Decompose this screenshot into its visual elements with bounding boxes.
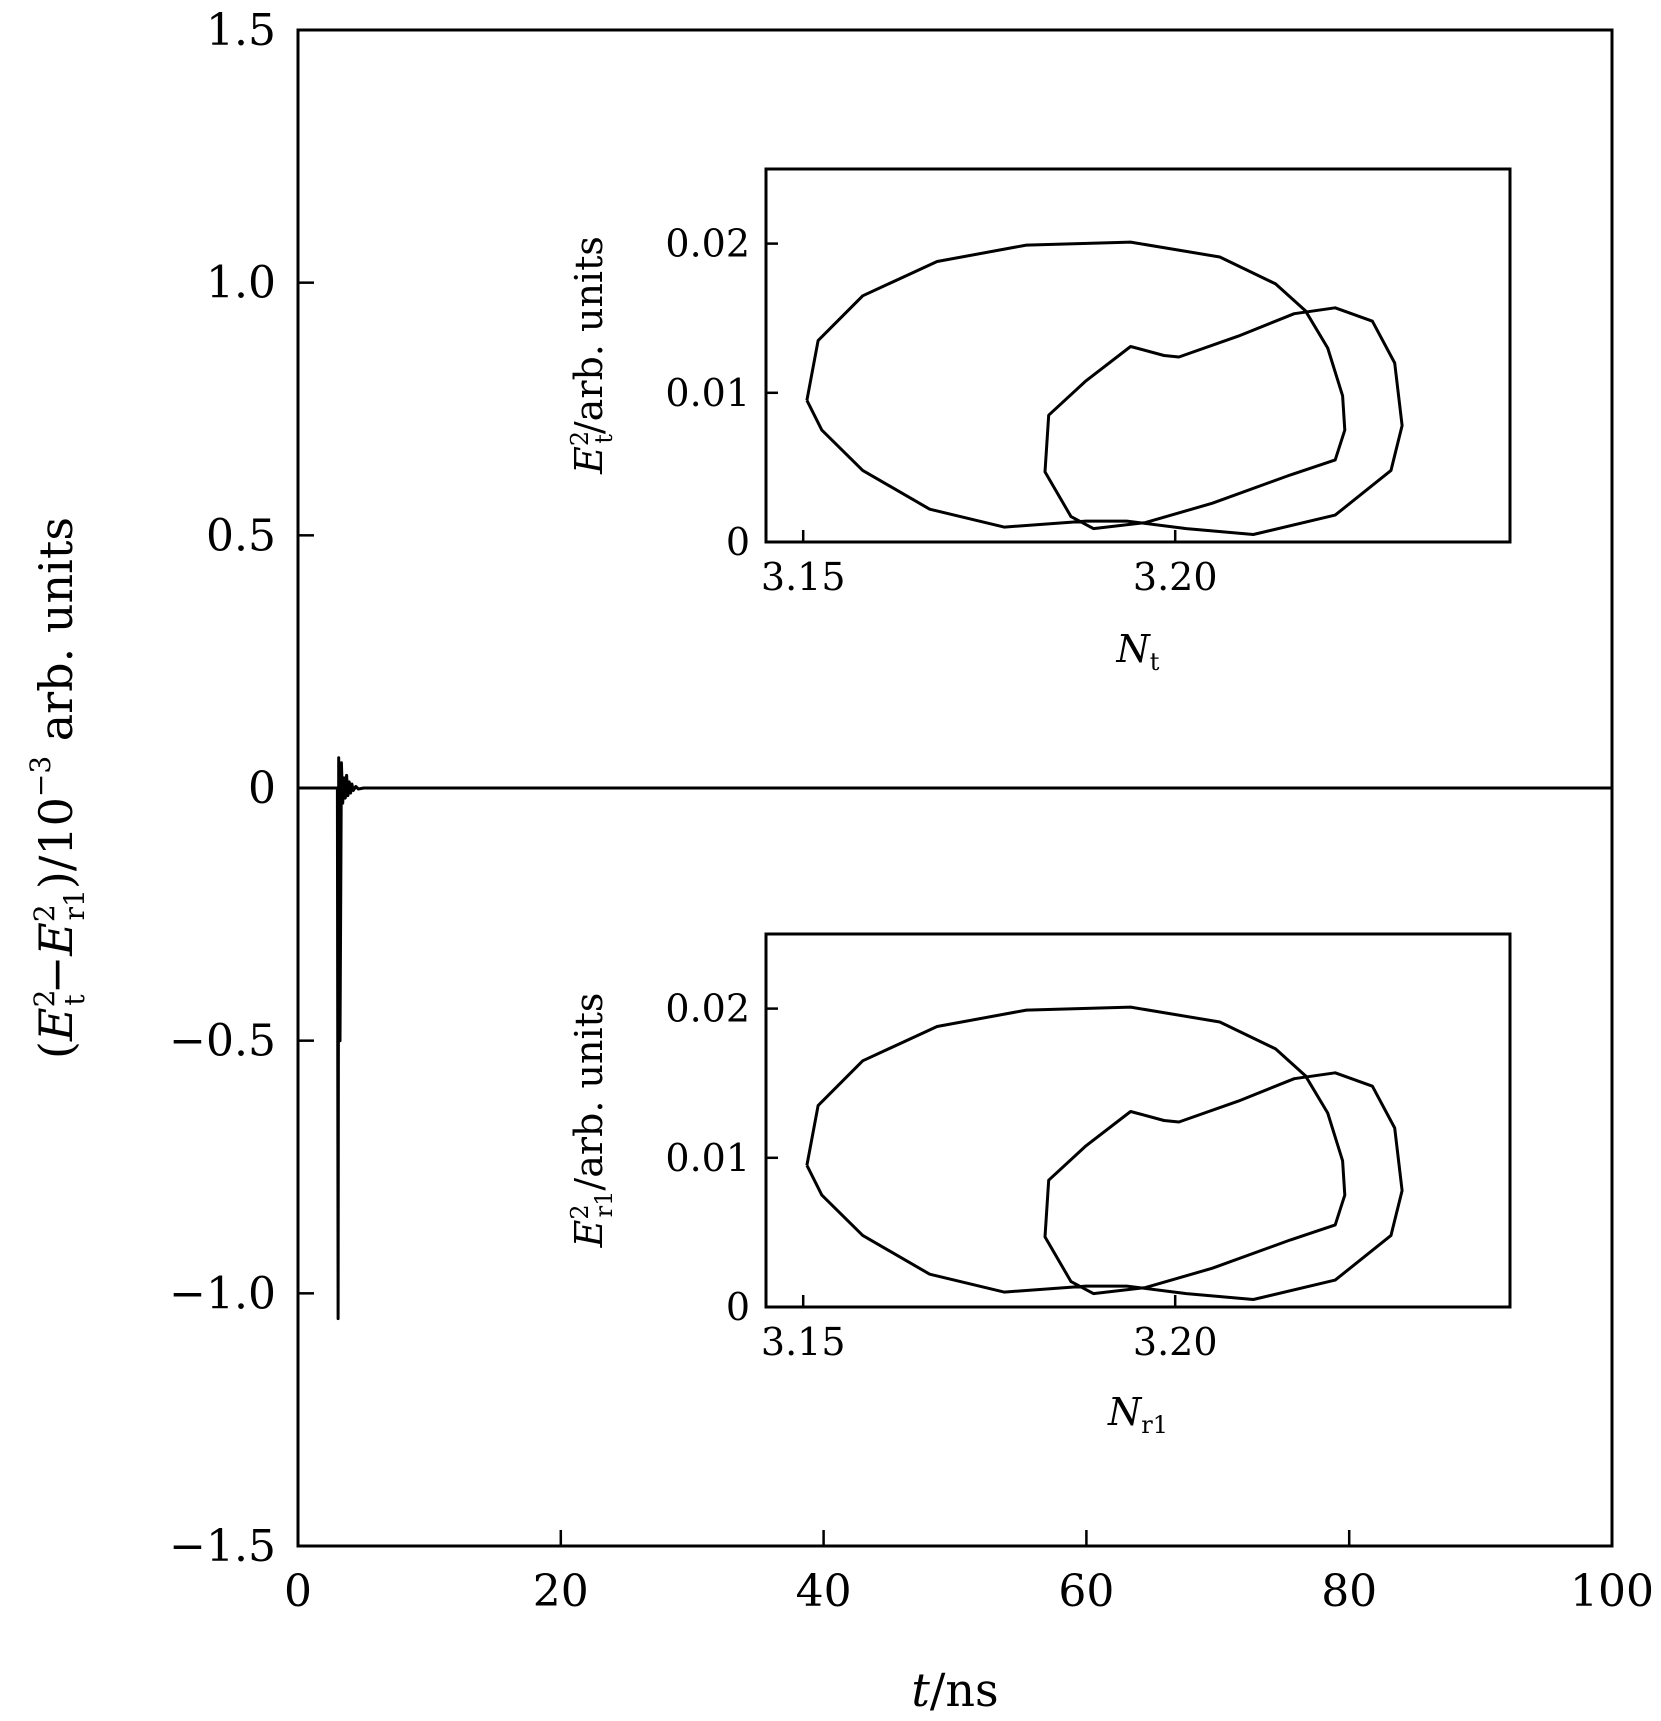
y-tick-label: 1.5 xyxy=(206,5,276,56)
x-tick-label: 100 xyxy=(1570,1566,1654,1617)
y-tick-label: −1.5 xyxy=(169,1521,276,1572)
main-series xyxy=(298,756,1612,1321)
inset-bottom-series xyxy=(805,1005,1404,1301)
inset-bottom-x-label: Nr1 xyxy=(1107,1390,1168,1439)
y-tick-label: 0 xyxy=(726,520,750,564)
inset-top: 3.15 3.20 0 0.01 0.02 Nt E2t/arb. units xyxy=(566,167,1512,676)
y-tick-label: 0.5 xyxy=(206,510,276,561)
y-tick-label: 0.02 xyxy=(665,987,750,1031)
y-tick-label: −1.0 xyxy=(169,1268,276,1319)
inset-bottom-frame xyxy=(764,932,1512,1309)
x-tick-label: 3.20 xyxy=(1133,555,1218,599)
inset-top-frame xyxy=(764,167,1512,544)
inset-top-x-axis: 3.15 3.20 xyxy=(761,530,1218,599)
main-y-axis: −1.5 −1.0 −0.5 0 0.5 1.0 1.5 xyxy=(169,5,314,1572)
y-tick-label: 0.02 xyxy=(665,222,750,266)
inset-bottom-y-axis: 0 0.01 0.02 xyxy=(665,987,778,1329)
y-axis-label: (E2t−E2r1)/10−3 arb. units xyxy=(24,517,91,1059)
inset-top-y-label: E2t/arb. units xyxy=(566,236,618,475)
x-tick-label: 40 xyxy=(796,1566,852,1617)
x-tick-label: 3.20 xyxy=(1133,1320,1218,1364)
x-tick-label: 80 xyxy=(1321,1566,1377,1617)
x-tick-label: 20 xyxy=(533,1566,589,1617)
series-line-0 xyxy=(805,1005,1404,1301)
main-plot: 0 20 40 60 80 100 −1.5 −1.0 −0.5 0 0.5 1.0 1.5 t/ns… xyxy=(24,5,1654,1717)
y-tick-label: 0.01 xyxy=(665,371,750,415)
y-tick-label: 0 xyxy=(248,763,276,814)
y-tick-label: 0.01 xyxy=(665,1136,750,1180)
x-tick-label: 3.15 xyxy=(761,1320,846,1364)
x-tick-label: 60 xyxy=(1058,1566,1114,1617)
series-line-0 xyxy=(805,240,1404,536)
x-tick-label: 0 xyxy=(284,1566,312,1617)
inset-top-x-label: Nt xyxy=(1116,627,1160,676)
y-tick-label: 0 xyxy=(726,1285,750,1329)
inset-top-series xyxy=(805,240,1404,536)
y-tick-label: −0.5 xyxy=(169,1016,276,1067)
series-line-0 xyxy=(298,756,1612,1321)
y-tick-label: 1.0 xyxy=(206,258,276,309)
x-axis-label: t/ns xyxy=(911,1663,998,1717)
main-x-axis: 0 20 40 60 80 100 xyxy=(284,1530,1654,1617)
inset-bottom-x-axis: 3.15 3.20 xyxy=(761,1295,1218,1364)
inset-top-y-axis: 0 0.01 0.02 xyxy=(665,222,778,564)
inset-bottom: 3.15 3.20 0 0.01 0.02 Nr1 E2r1/arb. units xyxy=(566,932,1512,1439)
inset-bottom-y-label: E2r1/arb. units xyxy=(566,993,618,1249)
x-tick-label: 3.15 xyxy=(761,555,846,599)
